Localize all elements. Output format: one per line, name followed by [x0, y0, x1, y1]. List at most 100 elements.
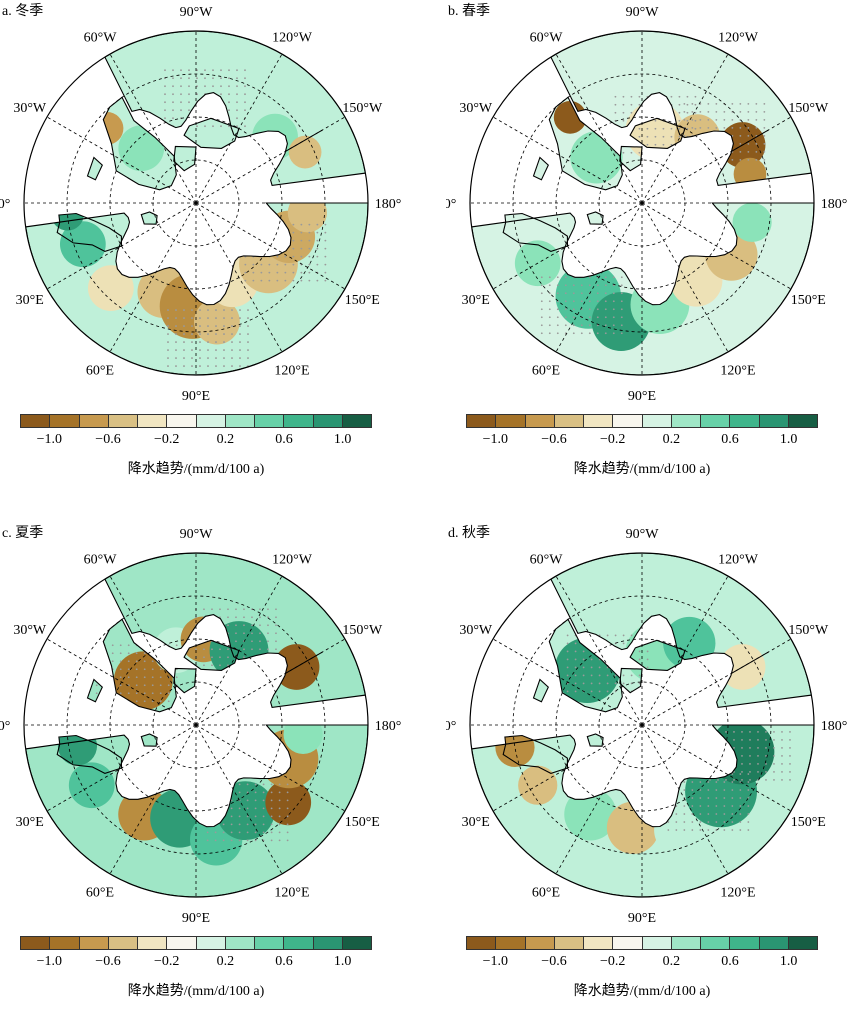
colorbar-swatch	[671, 415, 701, 427]
stipple-dot	[215, 309, 217, 311]
stipple-dot	[231, 325, 233, 327]
stipple-dot	[251, 616, 253, 619]
stipple-dot	[572, 292, 575, 295]
stipple-dot	[270, 839, 273, 842]
stipple-dot	[694, 119, 697, 122]
stipple-dot	[324, 263, 327, 266]
meridian-line	[195, 575, 283, 726]
colorbar-tick-label: 0.2	[662, 432, 681, 447]
stipple-dot	[214, 831, 217, 834]
stipple-dot	[262, 831, 265, 834]
stipple-dot	[212, 125, 214, 128]
coastline	[548, 618, 623, 713]
colorbar-label: 降水趋势/(mm/d/100 a)	[127, 984, 265, 999]
stipple-dot	[236, 117, 238, 120]
stipple-dot	[765, 747, 767, 749]
stipple-dot	[749, 779, 751, 781]
stipple-dot	[733, 779, 735, 781]
stipple-dot	[765, 739, 767, 741]
lon-label: 180°	[375, 719, 402, 734]
stipple-dot	[622, 682, 625, 685]
lon-label: 120°E	[274, 885, 309, 900]
stipple-dot	[654, 119, 657, 122]
colorbar-swatch	[313, 415, 343, 427]
stipple-dot	[235, 624, 237, 627]
lon-label: 90°W	[180, 5, 214, 20]
coastline	[532, 678, 549, 703]
stipple-dot	[191, 365, 193, 367]
stipple-dot	[596, 308, 599, 311]
stipple-dot	[612, 332, 615, 335]
stipple-dot	[167, 700, 170, 703]
stipple-dot	[239, 325, 241, 327]
stipple-dot	[251, 632, 253, 635]
stipple-dot	[638, 95, 641, 98]
stipple-dot	[566, 634, 569, 637]
stipple-dot	[151, 700, 154, 703]
stipple-dot	[215, 349, 217, 351]
stipple-dot	[667, 829, 670, 831]
stipple-dot	[151, 684, 154, 687]
stipple-dot	[243, 656, 245, 659]
stipple-dot	[284, 263, 287, 266]
stipple-dot	[699, 821, 702, 823]
colorbar-swatch	[613, 937, 643, 949]
stipple-dot	[247, 349, 249, 351]
stipple-dot	[580, 284, 583, 287]
stipple-dot	[239, 341, 241, 343]
stipple-dot	[739, 813, 742, 815]
stipple-dot	[588, 300, 591, 303]
stipple-dot	[731, 781, 734, 783]
stipple-dot	[254, 839, 257, 842]
stipple-dot	[238, 783, 241, 786]
stipple-dot	[159, 700, 162, 703]
stipple-dot	[622, 642, 625, 645]
stipple-dot	[723, 829, 726, 831]
stipple-dot	[235, 632, 237, 635]
map-border	[23, 30, 369, 376]
stipple-dot	[678, 111, 681, 114]
colorbar-swatch	[613, 415, 643, 427]
stipple-dot	[739, 143, 742, 145]
colorbar-swatch	[788, 415, 817, 427]
stipple-dot	[678, 127, 681, 130]
stipple-dot	[620, 332, 623, 335]
stipple-dot	[789, 731, 791, 733]
polar-map: 90°W 120°W 150°W 180° 150°E 120°E 90°E 60°E 30°E…	[446, 5, 847, 404]
stipple-dot	[731, 813, 734, 815]
stipple-dot	[566, 690, 569, 693]
stipple-dot	[95, 692, 98, 695]
stipple-dot	[694, 111, 697, 114]
lon-label: 120°W	[718, 31, 759, 46]
stipple-dot	[556, 284, 559, 287]
panel-summer: c. 夏季 90°W 120°W 150°W 180° 150°E 120°E 90°E 60…	[0, 522, 420, 1012]
stipple-dot	[270, 815, 273, 818]
stipple-dot	[556, 316, 559, 319]
colorbar-tick-label: 0.6	[275, 954, 293, 969]
stipple-dot	[572, 300, 575, 303]
stipple-dot	[604, 276, 607, 279]
stipple-dot	[196, 69, 198, 72]
colorbar-ticks: −1.0 −0.6 −0.2 0.2 0.6 1.0	[20, 432, 372, 450]
stipple-dot	[781, 739, 783, 741]
stipple-dot	[231, 365, 233, 367]
stipple-dot	[244, 69, 246, 72]
stipple-dot	[715, 829, 718, 831]
stipple-dot	[127, 692, 130, 695]
stipple-dot	[151, 668, 154, 671]
stipple-dot	[670, 143, 673, 146]
stipple-dot	[214, 839, 217, 842]
stipple-dot	[223, 365, 225, 367]
stipple-dot	[741, 739, 743, 741]
stipple-dot	[175, 349, 177, 351]
map-border	[23, 552, 369, 898]
stipple-dot	[630, 111, 633, 114]
colorbar-label: 降水趋势/(mm/d/100 a)	[127, 462, 265, 477]
stipple-dot	[316, 255, 319, 258]
coastline	[502, 734, 569, 774]
stipple-dot	[247, 341, 249, 343]
stipple-dot	[239, 357, 241, 359]
stipple-dot	[199, 317, 201, 319]
stipple-dot	[262, 815, 265, 818]
stipple-dot	[638, 103, 641, 106]
